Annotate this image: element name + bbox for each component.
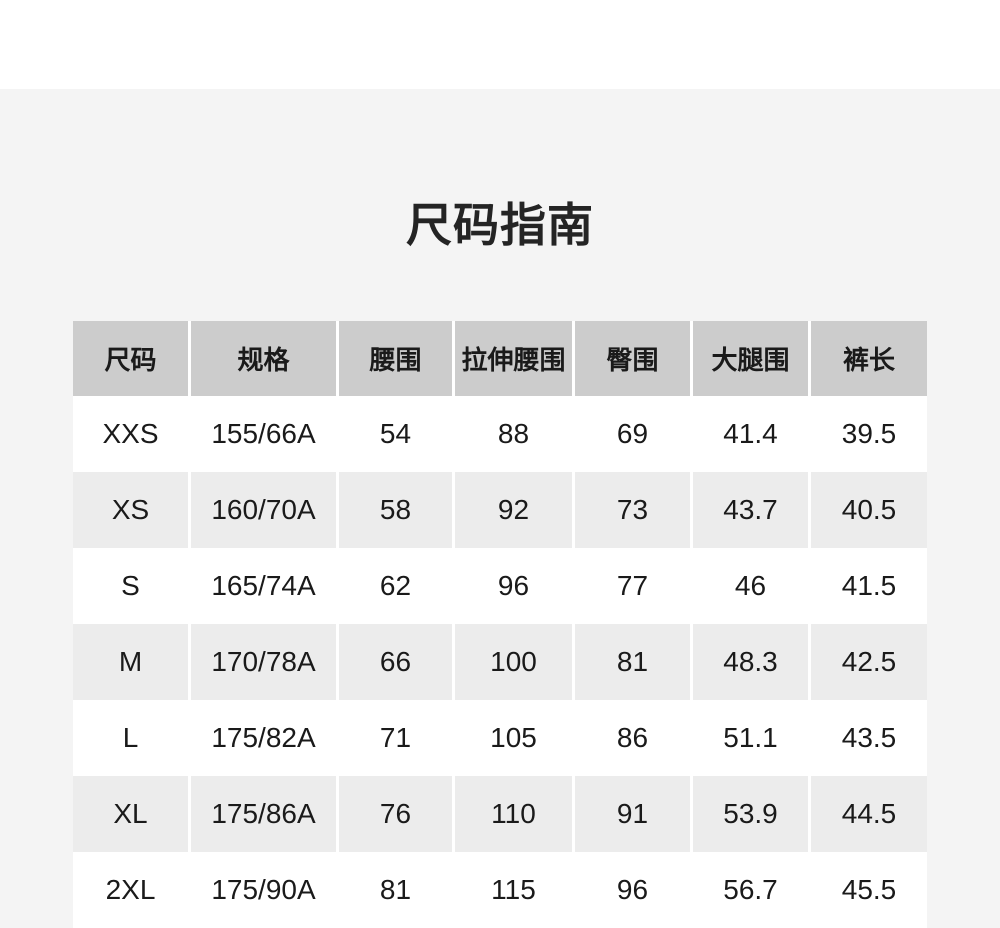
measurement-cell: 44.5 <box>808 776 927 852</box>
measurement-cell: 48.3 <box>690 624 808 700</box>
measurement-cell: 165/74A <box>188 548 336 624</box>
measurement-cell: 175/82A <box>188 700 336 776</box>
measurement-cell: 62 <box>336 548 452 624</box>
measurement-cell: 92 <box>452 472 572 548</box>
measurement-cell: 54 <box>336 396 452 472</box>
measurement-cell: 100 <box>452 624 572 700</box>
measurement-cell: 41.5 <box>808 548 927 624</box>
measurement-cell: 86 <box>572 700 690 776</box>
measurement-cell: 115 <box>452 852 572 928</box>
size-label-cell: XS <box>73 472 188 548</box>
page-title: 尺码指南 <box>406 199 594 251</box>
measurement-cell: 76 <box>336 776 452 852</box>
table-row: L 175/82A 71 105 86 51.1 43.5 <box>73 700 927 776</box>
measurement-cell: 40.5 <box>808 472 927 548</box>
measurement-cell: 175/86A <box>188 776 336 852</box>
column-header: 拉伸腰围 <box>452 321 572 396</box>
size-label-cell: M <box>73 624 188 700</box>
column-header: 规格 <box>188 321 336 396</box>
table-row: XL 175/86A 76 110 91 53.9 44.5 <box>73 776 927 852</box>
table-row: XXS 155/66A 54 88 69 41.4 39.5 <box>73 396 927 472</box>
table-row: XS 160/70A 58 92 73 43.7 40.5 <box>73 472 927 548</box>
measurement-cell: 71 <box>336 700 452 776</box>
measurement-cell: 96 <box>572 852 690 928</box>
measurement-cell: 91 <box>572 776 690 852</box>
measurement-cell: 77 <box>572 548 690 624</box>
table-row: S 165/74A 62 96 77 46 41.5 <box>73 548 927 624</box>
measurement-cell: 39.5 <box>808 396 927 472</box>
measurement-cell: 175/90A <box>188 852 336 928</box>
column-header: 腰围 <box>336 321 452 396</box>
measurement-cell: 81 <box>572 624 690 700</box>
measurement-cell: 96 <box>452 548 572 624</box>
measurement-cell: 66 <box>336 624 452 700</box>
measurement-cell: 170/78A <box>188 624 336 700</box>
measurement-cell: 45.5 <box>808 852 927 928</box>
measurement-cell: 53.9 <box>690 776 808 852</box>
measurement-cell: 43.7 <box>690 472 808 548</box>
column-header: 大腿围 <box>690 321 808 396</box>
size-table-head: 尺码 规格 腰围 拉伸腰围 臀围 大腿围 裤长 <box>73 321 927 396</box>
measurement-cell: 155/66A <box>188 396 336 472</box>
measurement-cell: 56.7 <box>690 852 808 928</box>
size-guide-section: 尺码指南 尺码 规格 腰围 拉伸腰围 臀围 大腿围 裤长 XXS 155/66A 54 88 69 4… <box>0 89 1000 928</box>
measurement-cell: 110 <box>452 776 572 852</box>
column-header: 尺码 <box>73 321 188 396</box>
size-table-body: XXS 155/66A 54 88 69 41.4 39.5 XS 160/70A 58 92 73 4… <box>73 396 927 928</box>
measurement-cell: 43.5 <box>808 700 927 776</box>
size-chart-table: 尺码 规格 腰围 拉伸腰围 臀围 大腿围 裤长 XXS 155/66A 54 88 69 41.4 39… <box>73 321 927 928</box>
table-row: M 170/78A 66 100 81 48.3 42.5 <box>73 624 927 700</box>
measurement-cell: 58 <box>336 472 452 548</box>
column-header: 臀围 <box>572 321 690 396</box>
size-label-cell: S <box>73 548 188 624</box>
size-table-header-row: 尺码 规格 腰围 拉伸腰围 臀围 大腿围 裤长 <box>73 321 927 396</box>
measurement-cell: 105 <box>452 700 572 776</box>
measurement-cell: 41.4 <box>690 396 808 472</box>
size-label-cell: XXS <box>73 396 188 472</box>
measurement-cell: 51.1 <box>690 700 808 776</box>
top-white-strip <box>0 0 1000 89</box>
measurement-cell: 160/70A <box>188 472 336 548</box>
measurement-cell: 46 <box>690 548 808 624</box>
measurement-cell: 81 <box>336 852 452 928</box>
measurement-cell: 69 <box>572 396 690 472</box>
size-label-cell: XL <box>73 776 188 852</box>
size-label-cell: L <box>73 700 188 776</box>
size-label-cell: 2XL <box>73 852 188 928</box>
table-row: 2XL 175/90A 81 115 96 56.7 45.5 <box>73 852 927 928</box>
measurement-cell: 42.5 <box>808 624 927 700</box>
measurement-cell: 88 <box>452 396 572 472</box>
measurement-cell: 73 <box>572 472 690 548</box>
column-header: 裤长 <box>808 321 927 396</box>
